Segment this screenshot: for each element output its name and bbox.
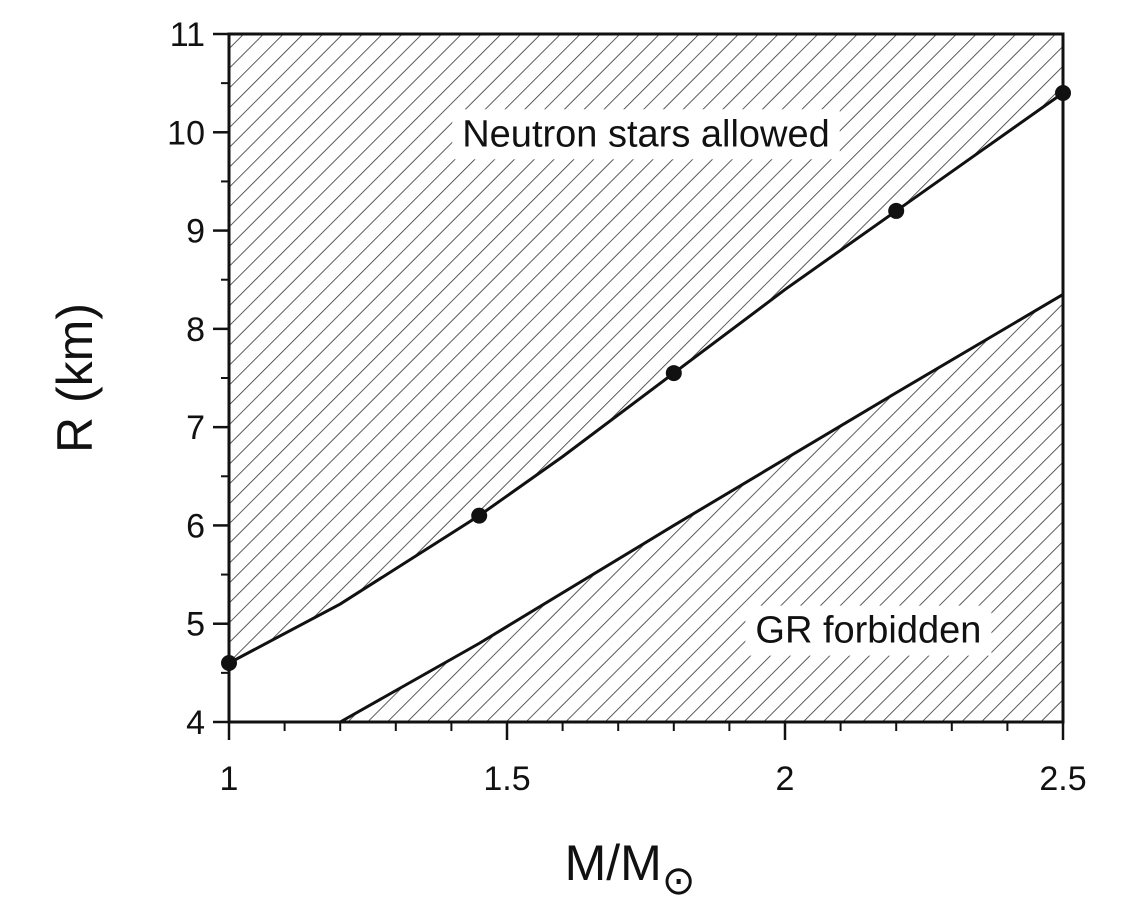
y-tick-label: 4	[186, 704, 205, 742]
hatch-region-allowed	[229, 34, 1063, 664]
y-tick-label: 6	[186, 507, 205, 545]
y-tick-label: 9	[186, 213, 205, 251]
data-point	[888, 202, 905, 219]
y-tick-label: 8	[186, 311, 205, 349]
x-tick-label: 2.5	[1039, 760, 1086, 798]
x-axis-title-main: M/M	[565, 835, 662, 891]
lower-boundary-line	[339, 293, 1064, 724]
x-tick-label: 1.5	[483, 760, 530, 798]
data-point	[471, 507, 488, 524]
label-neutron-stars-allowed: Neutron stars allowed	[462, 113, 830, 155]
region-labels: Neutron stars allowed GR forbidden	[452, 109, 992, 656]
y-tick-label: 10	[167, 114, 205, 152]
x-axis-title-subscript: ⊙	[662, 859, 696, 903]
y-axis-title: R (km)	[47, 303, 103, 453]
y-tick-label: 5	[186, 606, 205, 644]
label-gr-forbidden: GR forbidden	[755, 610, 981, 652]
x-tick-label: 2	[776, 760, 795, 798]
label-background	[452, 109, 840, 160]
data-point	[665, 365, 682, 382]
label-background	[745, 605, 992, 656]
y-tick-label: 7	[186, 409, 205, 447]
x-axis-title: M/M⊙	[565, 835, 696, 903]
y-tick-label: 11	[170, 16, 205, 54]
x-tick-label: 1	[220, 760, 239, 798]
